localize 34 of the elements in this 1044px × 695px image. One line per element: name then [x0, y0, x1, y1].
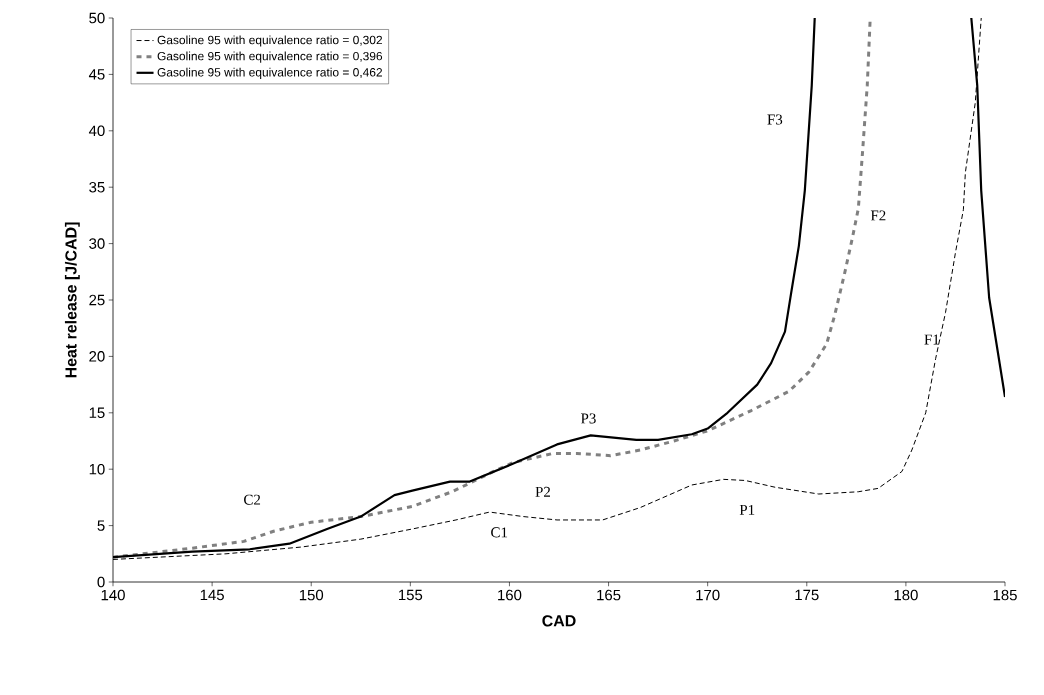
y-tick-label: 25	[89, 294, 105, 306]
x-tick-label: 165	[597, 589, 621, 601]
y-tick-label: 35	[89, 181, 105, 193]
annotation: P3	[580, 413, 596, 424]
y-tick-label: 0	[97, 576, 105, 588]
x-tick-label: 150	[299, 589, 324, 601]
annotation: C1	[491, 527, 508, 538]
y-axis-title: Heat release [J/CAD]	[64, 222, 80, 378]
annotation: C2	[244, 494, 261, 505]
y-tick-label: 5	[97, 520, 105, 531]
x-tick-label: 180	[894, 589, 918, 601]
y-tick-label: 15	[89, 407, 105, 419]
y-tick-label: 30	[89, 238, 105, 249]
x-tick-label: 175	[795, 589, 819, 601]
x-tick-label: 155	[399, 589, 423, 601]
legend-label: Gasoline 95 with equivalence ratio = 0,396	[157, 51, 383, 63]
annotation: F1	[924, 334, 939, 345]
x-tick-label: 160	[498, 589, 522, 601]
legend-label: Gasoline 95 with equivalence ratio = 0,302	[157, 35, 382, 47]
y-tick-label: 40	[88, 125, 105, 137]
y-tick-label: 20	[89, 351, 105, 362]
x-tick-label: 140	[101, 589, 125, 601]
annotation: P1	[739, 504, 755, 515]
x-tick-label: 145	[200, 589, 224, 601]
x-axis-title: CAD	[542, 615, 576, 627]
y-tick-label: 10	[89, 463, 105, 475]
x-tick-label: 170	[696, 589, 720, 601]
annotation: P2	[535, 486, 550, 497]
annotation: F3	[767, 114, 783, 125]
x-tick-label: 185	[993, 589, 1017, 601]
y-tick-label: 45	[88, 69, 105, 80]
y-tick-label: 50	[89, 12, 105, 24]
annotation: F2	[870, 210, 886, 221]
legend-label: Gasoline 95 with equivalence ratio = 0,462	[157, 67, 382, 79]
